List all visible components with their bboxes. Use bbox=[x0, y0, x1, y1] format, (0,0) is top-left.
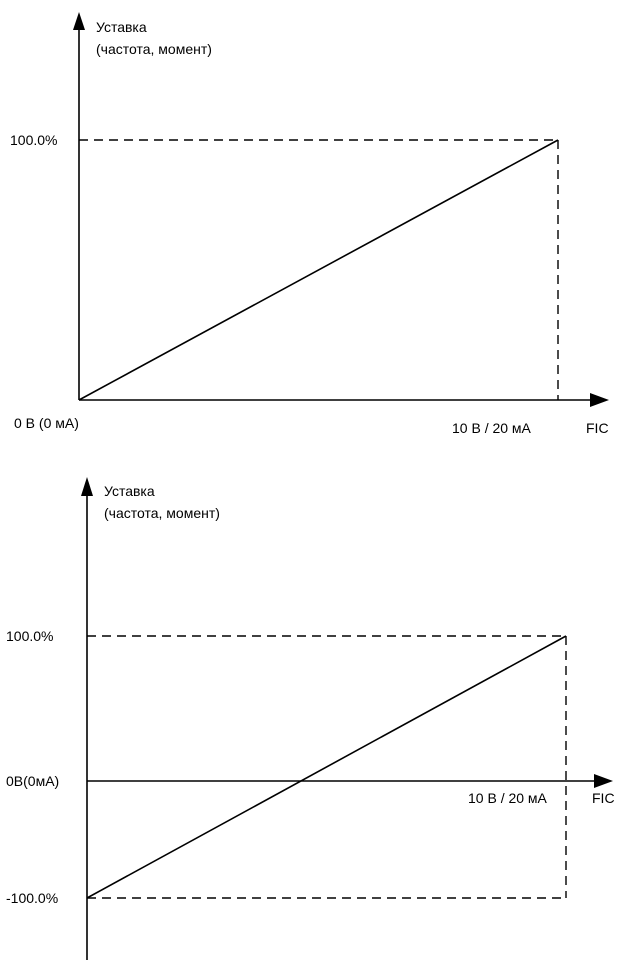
chart2-x-axis-arrow bbox=[594, 774, 613, 788]
chart1-ylabel-line1: Уставка bbox=[96, 19, 147, 35]
chart1-x-end-label: 10 В / 20 мА bbox=[452, 420, 532, 436]
chart2-origin-label: 0В(0мА) bbox=[6, 773, 59, 789]
chart-2: Уставка (частота, момент) 100.0% 0В(0мА)… bbox=[6, 477, 615, 960]
chart1-ylabel-line2: (частота, момент) bbox=[96, 41, 212, 57]
chart2-ylabel-line1: Уставка bbox=[104, 483, 155, 499]
chart1-ymax-label: 100.0% bbox=[10, 132, 57, 148]
chart1-y-axis-arrow bbox=[73, 12, 85, 30]
chart2-x-end-label: 10 В / 20 мА bbox=[468, 790, 548, 806]
chart2-ylabel-line2: (частота, момент) bbox=[104, 505, 220, 521]
chart1-x-start-label: 0 В (0 мА) bbox=[14, 415, 79, 431]
chart2-y-axis-arrow bbox=[81, 477, 93, 496]
chart2-xlabel: FIC bbox=[592, 790, 615, 806]
chart-1: Уставка (частота, момент) 100.0% 0 В (0 … bbox=[10, 12, 609, 436]
chart1-series-line bbox=[78, 139, 559, 401]
chart2-series-line bbox=[86, 635, 567, 899]
chart1-xlabel: FIC bbox=[586, 420, 609, 436]
chart2-ymax-label: 100.0% bbox=[6, 628, 53, 644]
chart2-ymin-label: -100.0% bbox=[6, 890, 58, 906]
chart1-x-axis-arrow bbox=[590, 393, 609, 407]
